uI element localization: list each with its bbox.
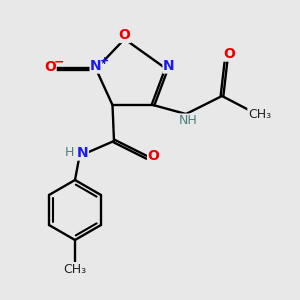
Text: O: O: [118, 28, 130, 42]
Text: H: H: [65, 146, 75, 160]
Text: N: N: [163, 59, 175, 73]
Text: O: O: [148, 149, 160, 163]
Text: O: O: [223, 47, 235, 61]
Text: CH₃: CH₃: [248, 107, 271, 121]
Text: O: O: [44, 60, 56, 74]
Text: NH: NH: [179, 114, 198, 127]
Text: −: −: [54, 56, 64, 69]
Text: CH₃: CH₃: [63, 262, 87, 276]
Text: N: N: [90, 59, 102, 73]
Text: +: +: [100, 56, 109, 67]
Text: N: N: [77, 146, 88, 160]
